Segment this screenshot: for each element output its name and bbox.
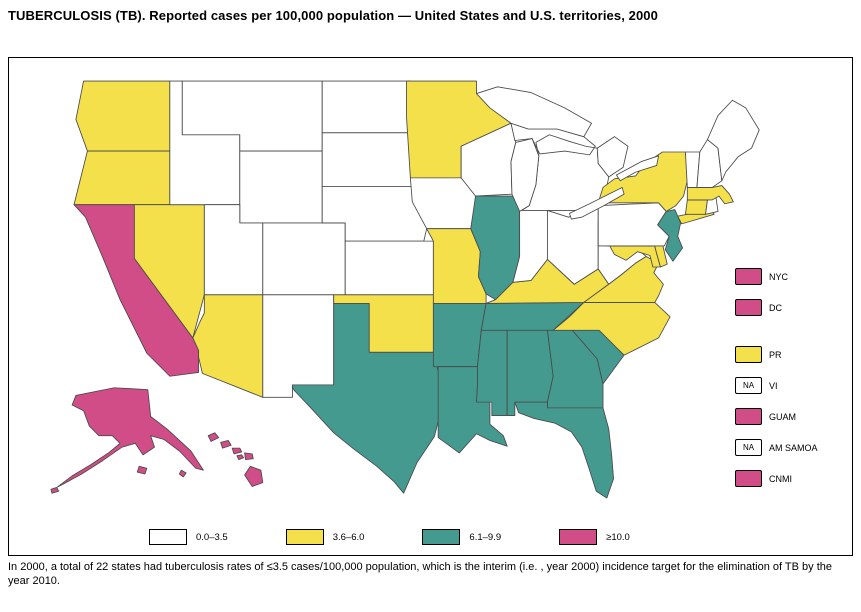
lake-erie	[569, 187, 625, 220]
territory-label: PR	[769, 349, 782, 360]
territory-label: NYC	[769, 271, 789, 282]
legend-item-low: 0.0–3.5	[149, 529, 228, 545]
state-FL	[514, 401, 614, 499]
territory-na-label: NA	[742, 381, 755, 390]
us-map	[50, 80, 760, 499]
territory-item-nyc: NYC	[735, 268, 818, 285]
state-RI	[705, 197, 719, 215]
legend-swatch-high	[422, 529, 461, 545]
footnote: In 2000, a total of 22 states had tuberc…	[8, 561, 832, 588]
territory-item-am-samoa: NA AM SAMOA	[735, 439, 818, 456]
state-CT	[684, 199, 708, 215]
figure-title: TUBERCULOSIS (TB). Reported cases per 10…	[8, 8, 658, 23]
state-ND	[321, 80, 411, 134]
territory-label: AM SAMOA	[769, 442, 818, 453]
rate-legend: 0.0–3.5 3.6–6.0 6.1–9.9 ≥10.0	[149, 529, 630, 545]
territory-na-label: NA	[742, 443, 755, 452]
map-figure: NYC DC PR NA VI GUAM NA AM SAMOA CNMI	[8, 57, 853, 556]
legend-label: 6.1–9.9	[469, 531, 502, 543]
territory-swatch-nyc	[735, 268, 762, 285]
legend-swatch-low	[149, 529, 187, 545]
state-CO	[262, 222, 346, 296]
lake-superior	[476, 86, 592, 138]
territory-item-guam: GUAM	[735, 408, 818, 425]
legend-label: ≥10.0	[606, 531, 630, 543]
lake-ontario	[615, 155, 660, 182]
territory-swatch-cnmi	[735, 470, 762, 487]
legend-item-high: 6.1–9.9	[422, 529, 501, 545]
state-MA	[686, 185, 734, 205]
state-WY	[239, 150, 323, 224]
territory-swatch-pr	[735, 346, 762, 363]
legend-swatch-highest	[559, 529, 598, 545]
territory-item-dc: DC	[735, 299, 818, 316]
territory-item-cnmi: CNMI	[735, 470, 818, 487]
state-AZ	[192, 294, 264, 398]
state-NM	[262, 294, 335, 398]
territory-swatch-dc	[735, 299, 762, 316]
territory-label: CNMI	[769, 473, 792, 484]
territory-swatch-am-samoa: NA	[735, 439, 762, 456]
territory-swatch-vi: NA	[735, 377, 762, 394]
territories-legend: NYC DC PR NA VI GUAM NA AM SAMOA CNMI	[735, 268, 818, 501]
lakes-layer	[476, 86, 660, 220]
state-AK	[50, 387, 204, 494]
state-SD	[321, 132, 418, 187]
territory-item-pr: PR	[735, 346, 818, 363]
territory-item-vi: NA VI	[735, 377, 818, 394]
territory-swatch-guam	[735, 408, 762, 425]
states-layer	[50, 80, 760, 499]
legend-item-mid: 3.6–6.0	[285, 529, 365, 545]
territory-label: DC	[769, 302, 782, 313]
legend-swatch-mid	[285, 529, 324, 545]
legend-label: 3.6–6.0	[332, 531, 365, 543]
state-OR	[73, 150, 171, 206]
state-HI	[207, 432, 264, 487]
state-NC	[552, 302, 671, 356]
territory-label: GUAM	[769, 411, 796, 422]
state-VA	[583, 256, 664, 303]
lake-michigan	[510, 138, 540, 212]
lake-huron	[596, 136, 629, 178]
legend-item-highest: ≥10.0	[559, 529, 630, 545]
legend-label: 0.0–3.5	[196, 531, 228, 543]
state-WA	[75, 80, 171, 152]
territory-label: VI	[769, 380, 778, 391]
state-KS	[344, 240, 434, 296]
state-ME	[707, 99, 760, 182]
